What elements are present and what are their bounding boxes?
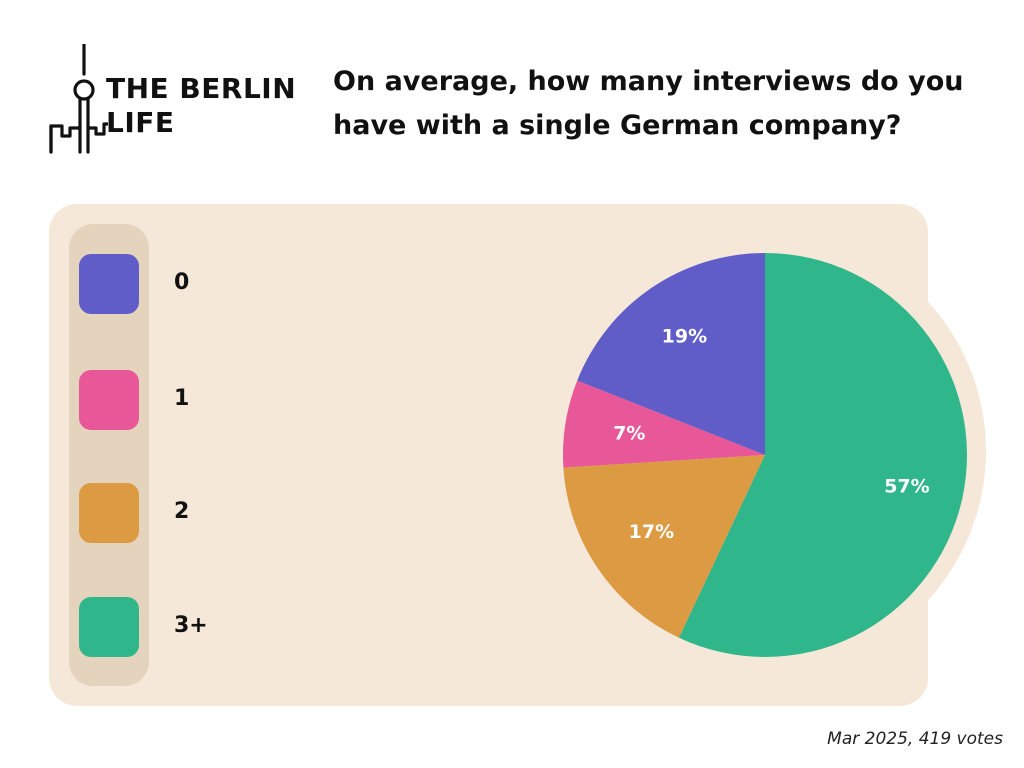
- logo-text-line1: THE BERLIN: [106, 72, 297, 105]
- tv-tower-skyline-icon: [49, 44, 108, 154]
- legend-swatch-2: [79, 483, 139, 543]
- legend-swatch-1: [79, 370, 139, 430]
- poll-footnote: Mar 2025, 419 votes: [827, 729, 1003, 749]
- brand-logo: THE BERLIN LIFE: [48, 44, 298, 154]
- chart-title: On average, how many interviews do you h…: [333, 66, 964, 141]
- legend-label-1: 1: [174, 386, 190, 411]
- logo-text-line2: LIFE: [106, 106, 175, 139]
- legend-swatch-0: [79, 254, 139, 314]
- legend-item-2: 2: [79, 483, 379, 543]
- legend-item-1: 1: [79, 370, 379, 430]
- legend-item-3: 3+: [79, 597, 379, 657]
- legend-label-0: 0: [174, 270, 190, 295]
- legend-label-3: 3+: [174, 613, 208, 638]
- legend-swatch-3: [79, 597, 139, 657]
- legend-label-2: 2: [174, 499, 190, 524]
- legend-item-0: 0: [79, 254, 379, 314]
